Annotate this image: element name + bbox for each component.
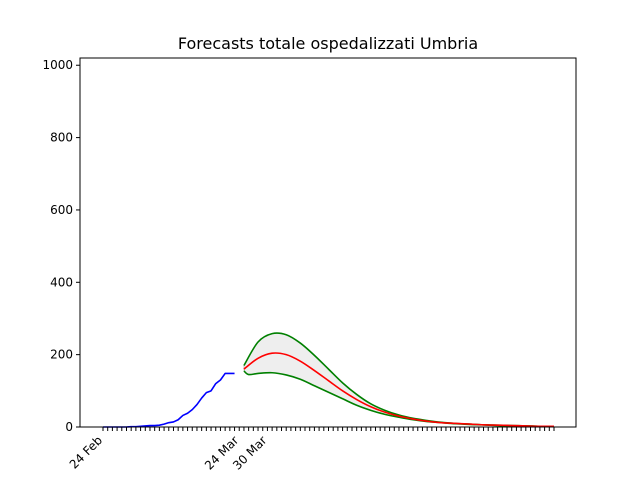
y-tick-label: 0	[65, 420, 73, 434]
plot-area	[103, 332, 555, 428]
confidence-band	[243, 332, 555, 427]
observed-series-line	[103, 372, 235, 428]
y-tick-label: 200	[50, 348, 73, 362]
lower-bound-line	[243, 370, 555, 428]
y-tick-label: 400	[50, 275, 73, 289]
y-tick-label: 800	[50, 131, 73, 145]
chart-title: Forecasts totale ospedalizzati Umbria	[178, 34, 478, 53]
y-tick-label: 600	[50, 203, 73, 217]
forecast-series-line	[243, 352, 555, 428]
y-tick-label: 1000	[42, 58, 73, 72]
x-tick-label: 24 Feb	[67, 433, 105, 471]
